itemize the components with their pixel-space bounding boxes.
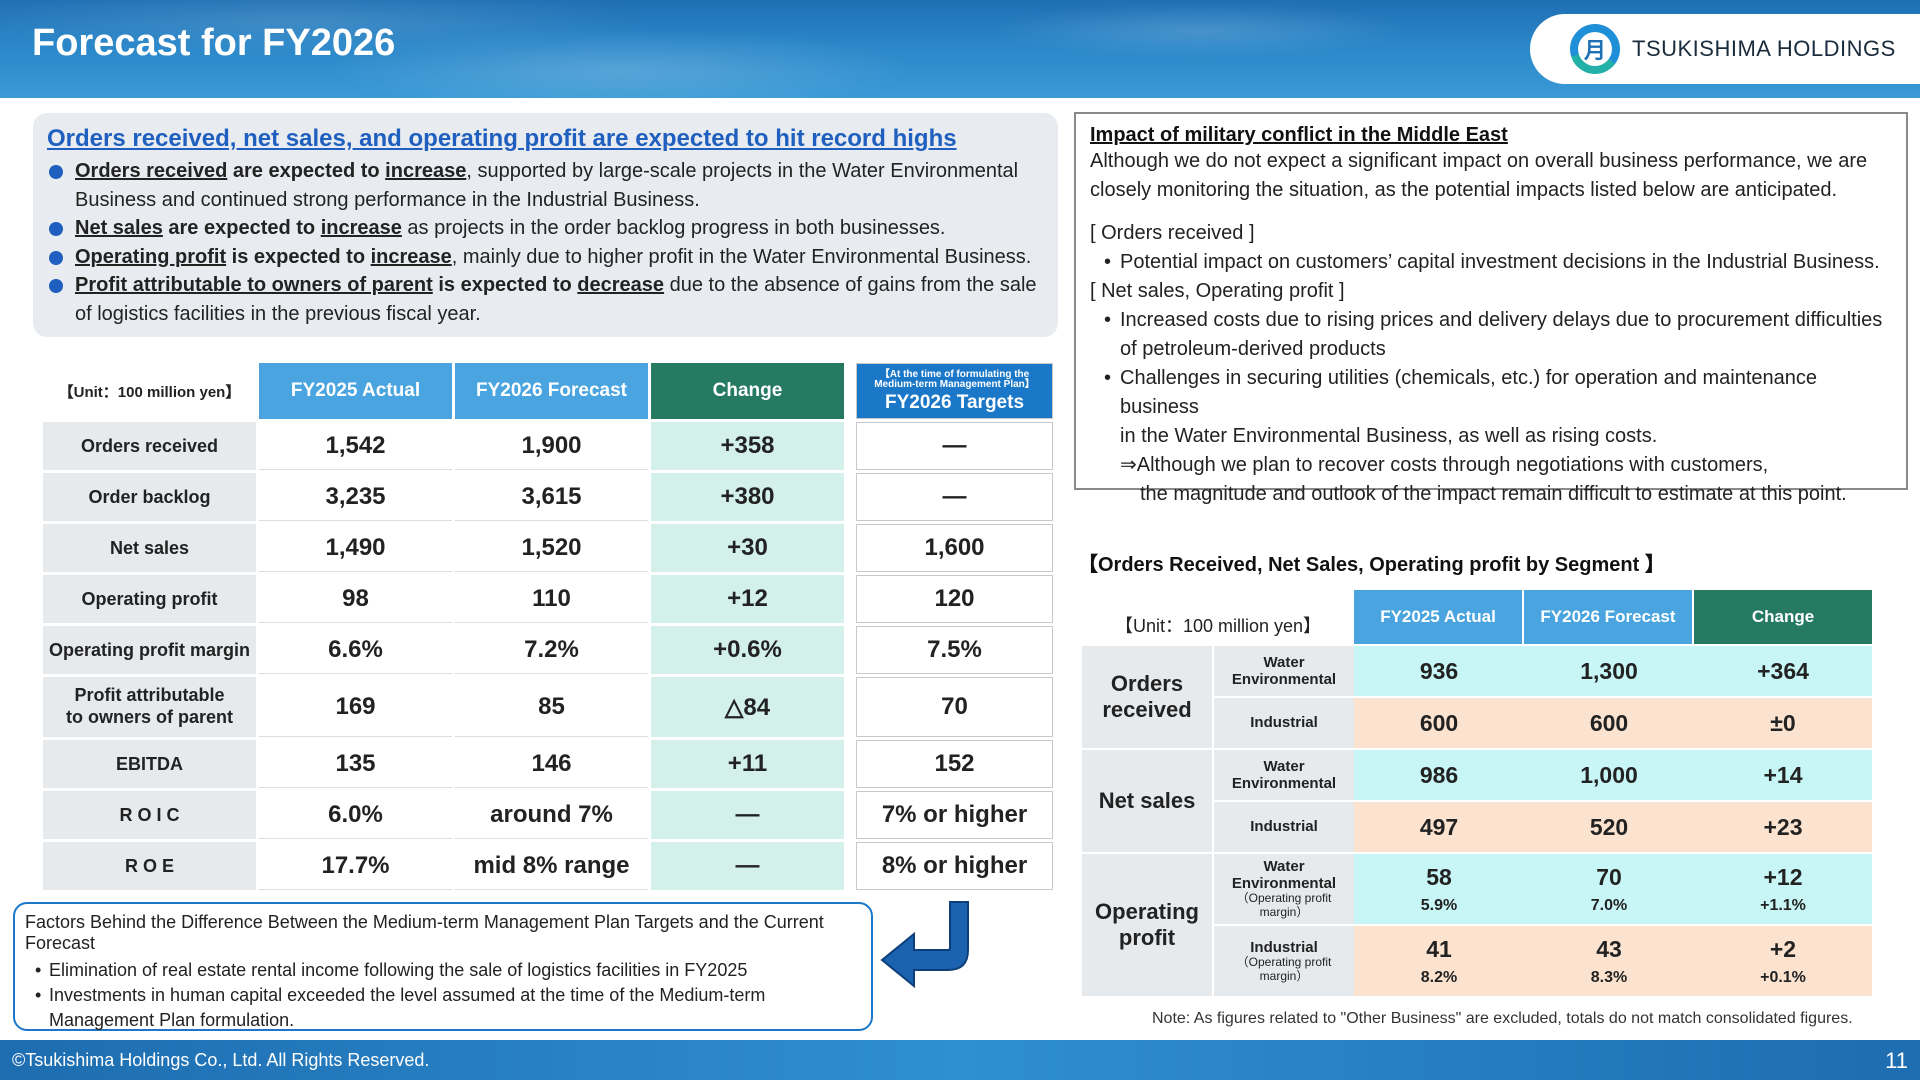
table-row: 120 — [856, 575, 1053, 623]
header-banner: Forecast for FY2026 月 TSUKISHIMA HOLDING… — [0, 0, 1920, 98]
summary-bullet: Operating profit is expected to increase… — [47, 243, 1044, 272]
table-row: R O E 17.7% mid 8% range ― — [43, 842, 844, 890]
table-row: Industrial 497 520 +23 — [1082, 802, 1872, 854]
table-row: Orders received Water Environmental 936 … — [1082, 646, 1872, 750]
curved-arrow-icon — [880, 901, 969, 989]
table-row: 7.5% — [856, 626, 1053, 674]
company-logo: 月 TSUKISHIMA HOLDINGS — [1530, 14, 1920, 84]
seg-header-change: Change — [1694, 590, 1872, 646]
table-row: Operating profit 98 110 +12 — [43, 575, 844, 623]
table-row: 8% or higher — [856, 842, 1053, 890]
impact-orders-label: [ Orders received ] — [1090, 222, 1255, 244]
factors-item: Investments in human capital exceeded th… — [25, 983, 861, 1033]
table-row: R O I C 6.0% around 7% ― — [43, 791, 844, 839]
logo-mark-icon: 月 — [1570, 24, 1620, 74]
unit-label: 【Unit：100 million yen】 — [58, 383, 241, 401]
bullet-dot-icon — [49, 222, 63, 236]
group-profit: Operating profit — [1082, 854, 1214, 998]
table-row: Industrial 600 600 ±0 — [1082, 698, 1872, 750]
factors-item: Elimination of real estate rental income… — [25, 958, 861, 983]
table-row: Industrial （Operating profit margin） 41 8… — [1082, 926, 1872, 998]
col-header-forecast: FY2026 Forecast — [455, 363, 648, 419]
bullet-dot-icon — [49, 250, 63, 265]
col-header-actual: FY2025 Actual — [259, 363, 452, 419]
segment-table: 【Unit：100 million yen】 FY2025 Actual FY2… — [1082, 590, 1872, 998]
table-row: Operating profit Water Environmental （Op… — [1082, 854, 1872, 998]
segment-title: 【Orders Received, Net Sales, Operating p… — [1078, 554, 1665, 576]
page-title: Forecast for FY2026 — [32, 22, 396, 64]
impact-heading: Impact of military conflict in the Middl… — [1090, 124, 1508, 146]
summary-bullet: Orders received are expected to increase… — [47, 157, 1044, 214]
table-row: Orders received 1,542 1,900 +358 — [43, 422, 844, 470]
summary-bullet: Profit attributable to owners of parent … — [47, 271, 1044, 328]
targets-header: 【At the time of formulating the Medium-t… — [856, 363, 1053, 419]
table-row: Net sales Water Environmental 986 1,000 … — [1082, 750, 1872, 854]
page-number: 11 — [1885, 1048, 1908, 1073]
summary-box: Orders received, net sales, and operatin… — [33, 113, 1058, 337]
table-row: 1,600 — [856, 524, 1053, 572]
table-row: Profit attributable to owners of parent … — [43, 677, 844, 737]
table-row: ― — [856, 473, 1053, 521]
segment-note: Note: As figures related to "Other Busin… — [1152, 1010, 1853, 1027]
col-header-change: Change — [651, 363, 844, 419]
table-row: Net sales 1,490 1,520 +30 — [43, 524, 844, 572]
impact-box: Impact of military conflict in the Middl… — [1074, 112, 1908, 505]
table-row: 152 — [856, 740, 1053, 788]
factors-box: Factors Behind the Difference Between th… — [13, 902, 873, 1031]
impact-sales-label: [ Net sales, Operating profit ] — [1090, 280, 1345, 302]
segment-unit: 【Unit：100 million yen】 — [1082, 590, 1354, 646]
table-row: 70 — [856, 677, 1053, 737]
factors-title: Factors Behind the Difference Between th… — [25, 912, 824, 953]
footer: ©Tsukishima Holdings Co., Ltd. All Right… — [0, 1040, 1920, 1080]
table-row: EBITDA 135 146 +11 — [43, 740, 844, 788]
bullet-dot-icon — [49, 165, 63, 179]
targets-table: 【At the time of formulating the Medium-t… — [853, 360, 1056, 893]
summary-bullet: Net sales are expected to increase as pr… — [47, 214, 1044, 243]
group-orders: Orders received — [1082, 646, 1214, 750]
seg-header-actual: FY2025 Actual — [1354, 590, 1524, 646]
copyright-text: ©Tsukishima Holdings Co., Ltd. All Right… — [12, 1050, 430, 1070]
table-row: 7% or higher — [856, 791, 1053, 839]
table-row: ― — [856, 422, 1053, 470]
logo-text: TSUKISHIMA HOLDINGS — [1632, 36, 1896, 61]
summary-heading: Orders received, net sales, and operatin… — [47, 125, 957, 152]
bullet-dot-icon — [49, 279, 63, 293]
group-sales: Net sales — [1082, 750, 1214, 854]
table-row: Operating profit margin 6.6% 7.2% +0.6% — [43, 626, 844, 674]
seg-header-forecast: FY2026 Forecast — [1524, 590, 1694, 646]
table-row: Order backlog 3,235 3,615 +380 — [43, 473, 844, 521]
forecast-table: 【Unit：100 million yen】 FY2025 Actual FY2… — [40, 360, 847, 893]
